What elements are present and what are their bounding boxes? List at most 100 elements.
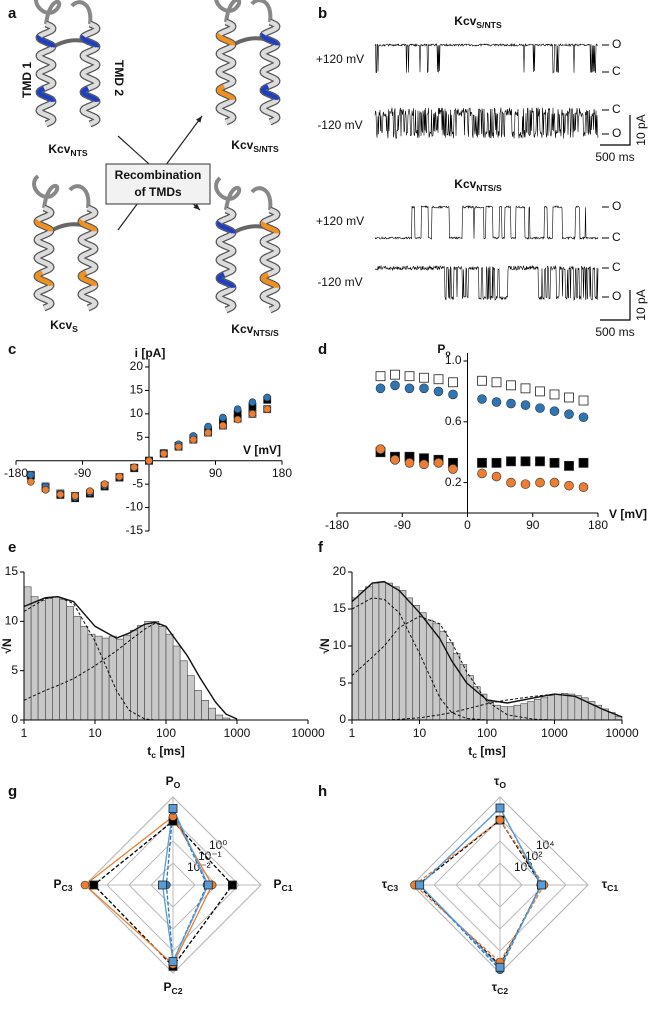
radar-axis-label-part: τ — [382, 877, 388, 891]
y-axis-label: √N — [318, 638, 332, 653]
y-tick-label: -15 — [126, 523, 144, 537]
tmd-label: TMD 1 — [20, 62, 34, 98]
histogram-bar — [459, 664, 468, 721]
radar-axis-label-subscript: O — [499, 780, 506, 790]
x-tick-label: -90 — [394, 518, 412, 532]
level-label: C — [612, 230, 621, 244]
data-point — [520, 479, 531, 489]
data-point — [375, 383, 386, 394]
histogram-bar — [201, 699, 209, 721]
loop — [214, 176, 242, 211]
y-tick-label: 5 — [136, 429, 143, 443]
y-axis-label-part: P — [437, 342, 445, 356]
y-tick-label: 20 — [130, 359, 144, 373]
histogram-bar — [527, 701, 535, 721]
data-point — [390, 380, 400, 391]
recombination-box — [105, 163, 211, 205]
histogram-bar — [59, 599, 67, 721]
data-point — [145, 456, 153, 465]
radar-point — [495, 962, 505, 972]
fit-curve — [351, 615, 622, 721]
current-trace — [374, 42, 599, 74]
histogram-bar — [87, 633, 96, 721]
helix-segment — [80, 34, 100, 49]
recording-title: KcvNTS/S — [454, 177, 502, 193]
radar-point — [415, 880, 425, 890]
level-label: C — [612, 102, 621, 116]
x-axis-label-part: t — [468, 744, 472, 758]
x-axis-label-subscript: c — [151, 750, 156, 760]
fit-curve — [23, 622, 238, 720]
x-axis-label: tc [ms] — [468, 744, 505, 760]
data-point — [41, 485, 50, 494]
data-point — [419, 383, 429, 394]
data-point — [433, 386, 444, 397]
data-point — [564, 409, 574, 420]
current-trace — [374, 264, 599, 301]
radar-axis-label-part: τ — [494, 774, 500, 788]
radar-line — [416, 819, 543, 967]
x-tick-label: 1 — [21, 726, 28, 740]
x-tick-label: 0 — [464, 518, 471, 532]
current-trace — [374, 205, 599, 241]
data-point — [174, 442, 183, 451]
x-tick-label: 10 — [88, 726, 102, 740]
construct-label-subscript: NTS — [70, 148, 87, 158]
data-point — [233, 405, 242, 413]
loop — [68, 184, 91, 209]
x-tick-label: -180 — [325, 518, 349, 532]
histogram-bar — [30, 596, 39, 721]
construct-label: KcvS — [50, 318, 78, 334]
histogram-bar — [365, 586, 373, 721]
y-tick-label: 20 — [333, 564, 347, 578]
histogram-bar — [52, 596, 60, 721]
histogram-bar — [405, 597, 414, 721]
x-tick-label: 1000 — [541, 726, 568, 740]
data-point — [248, 410, 257, 418]
histogram-bar — [151, 621, 160, 721]
construct-label-part: Kcv — [231, 322, 253, 336]
box-text: of TMDs — [134, 185, 182, 199]
radar-axis-label-subscript: O — [174, 780, 181, 790]
helix-segment — [216, 84, 236, 101]
helix-segment — [78, 270, 98, 287]
data-point — [491, 457, 502, 468]
helix-segment — [216, 32, 236, 47]
x-axis-label-part: [ms] — [156, 744, 185, 758]
data-point — [578, 457, 589, 468]
radar-axis-label: τC1 — [602, 877, 619, 893]
data-point — [535, 386, 545, 397]
construct-label: KcvS/NTS — [231, 138, 279, 154]
data-point — [390, 454, 400, 465]
data-point — [26, 477, 35, 486]
arrowhead — [195, 116, 202, 123]
data-point — [506, 477, 516, 488]
radar-axis-label-part: P — [166, 774, 174, 788]
x-tick-label: 100 — [156, 726, 176, 740]
data-point — [448, 377, 458, 388]
radar-axis-label-subscript: C3 — [387, 883, 398, 893]
data-point — [159, 449, 168, 458]
x-tick-label: 90 — [526, 518, 540, 532]
histogram-bar — [358, 590, 366, 721]
panel-letter: a — [8, 5, 17, 22]
scale-bar — [600, 115, 631, 146]
y-tick-label: 1.0 — [445, 353, 462, 367]
helix-segment — [80, 86, 100, 103]
scale-time: 500 ms — [595, 150, 634, 164]
radial-tick-label: 10⁴ — [536, 838, 555, 852]
helix-segment — [260, 84, 280, 101]
data-point — [549, 457, 560, 468]
x-axis-label: V [mV] — [243, 443, 281, 457]
radar-axis-label-subscript: C3 — [61, 883, 72, 893]
data-point — [100, 480, 109, 488]
loop — [250, 0, 273, 23]
radar-axis-label-subscript: C2 — [497, 986, 508, 996]
radar-point — [158, 880, 167, 890]
histogram-bar — [215, 714, 224, 721]
radar-axis-label: τO — [494, 774, 506, 790]
level-label: C — [612, 64, 621, 78]
x-tick-label: 10000 — [291, 726, 325, 740]
helix-segment — [78, 218, 98, 233]
y-tick-label: 10 — [130, 406, 144, 420]
